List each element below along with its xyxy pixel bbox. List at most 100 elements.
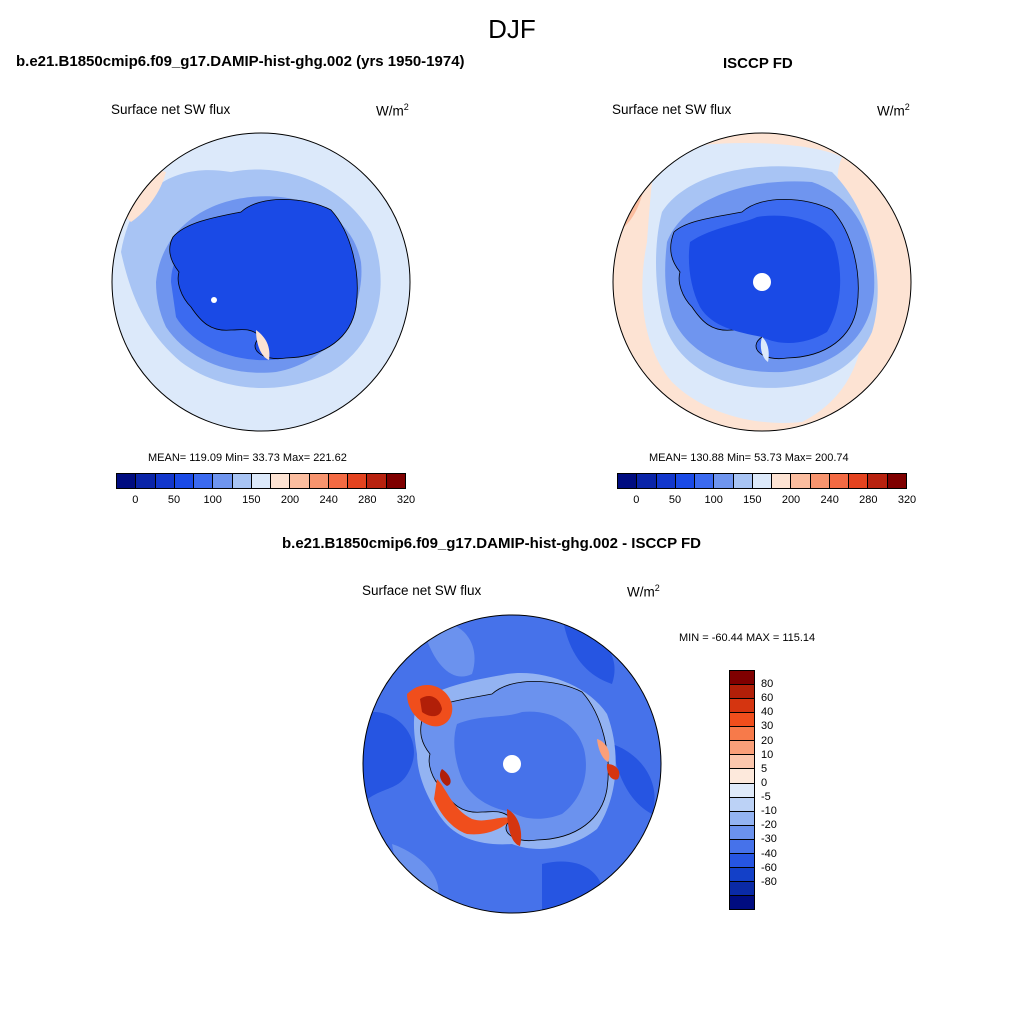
model-colorbar-swatch bbox=[309, 474, 329, 488]
diff-colorbar-swatch bbox=[730, 699, 754, 714]
diff-units-label: W/m2 bbox=[627, 583, 660, 600]
model-colorbar-swatch bbox=[117, 474, 137, 488]
diff-colorbar-tick: 40 bbox=[761, 706, 774, 719]
model-colorbar-swatch bbox=[136, 474, 156, 488]
model-colorbar bbox=[116, 473, 406, 489]
obs-panel-title: ISCCP FD bbox=[723, 55, 793, 72]
model-colorbar-swatch bbox=[290, 474, 310, 488]
diff-colorbar-swatch bbox=[730, 769, 754, 784]
model-colorbar-swatch bbox=[348, 474, 368, 488]
obs-colorbar-swatch bbox=[791, 474, 811, 488]
model-stats: MEAN= 119.09 Min= 33.73 Max= 221.62 bbox=[148, 452, 347, 464]
model-colorbar-tick: 0 bbox=[132, 494, 139, 506]
diff-colorbar-tick: 20 bbox=[761, 734, 774, 747]
diff-colorbar-tick: -80 bbox=[761, 875, 777, 888]
diff-colorbar-swatch bbox=[730, 896, 754, 910]
model-colorbar-swatch bbox=[232, 474, 252, 488]
obs-units-label: W/m2 bbox=[877, 102, 910, 119]
obs-colorbar-tick: 150 bbox=[743, 494, 762, 506]
obs-colorbar-tick: 100 bbox=[704, 494, 723, 506]
obs-polar-map bbox=[612, 132, 912, 432]
diff-colorbar-tick: -40 bbox=[761, 847, 777, 860]
diff-colorbar-swatch bbox=[730, 825, 754, 840]
diff-colorbar-swatch bbox=[730, 867, 754, 882]
diff-colorbar-tick: -60 bbox=[761, 861, 777, 874]
model-colorbar-tick: 150 bbox=[242, 494, 261, 506]
diff-colorbar-tick: 0 bbox=[761, 776, 768, 789]
diff-colorbar-swatch bbox=[730, 811, 754, 826]
obs-colorbar-tick: 50 bbox=[668, 494, 682, 506]
obs-stats: MEAN= 130.88 Min= 53.73 Max= 200.74 bbox=[649, 452, 849, 464]
diff-colorbar-swatch bbox=[730, 671, 754, 686]
model-colorbar-swatch bbox=[194, 474, 214, 488]
obs-colorbar-swatch bbox=[656, 474, 676, 488]
obs-colorbar-swatch bbox=[618, 474, 638, 488]
season-title: DJF bbox=[488, 14, 536, 44]
obs-colorbar-swatch bbox=[829, 474, 850, 488]
diff-colorbar bbox=[729, 670, 755, 910]
diff-colorbar-swatch bbox=[730, 685, 754, 700]
model-colorbar-tick: 240 bbox=[319, 494, 338, 506]
model-colorbar-swatch bbox=[155, 474, 175, 488]
diff-stats: MIN = -60.44 MAX = 115.14 bbox=[679, 632, 816, 644]
diff-colorbar-tick: -5 bbox=[761, 791, 771, 804]
model-units-label: W/m2 bbox=[376, 102, 409, 119]
diff-panel-title: b.e21.B1850cmip6.f09_g17.DAMIP-hist-ghg.… bbox=[282, 535, 702, 552]
model-polar-map bbox=[111, 132, 411, 432]
model-colorbar-swatch bbox=[328, 474, 349, 488]
obs-colorbar-swatch bbox=[695, 474, 715, 488]
diff-colorbar-swatch bbox=[730, 755, 754, 770]
obs-colorbar-swatch bbox=[752, 474, 773, 488]
model-colorbar-tick: 50 bbox=[167, 494, 181, 506]
obs-colorbar-swatch bbox=[887, 474, 906, 488]
obs-colorbar-swatch bbox=[868, 474, 888, 488]
obs-colorbar bbox=[617, 473, 907, 489]
model-panel-title: b.e21.B1850cmip6.f09_g17.DAMIP-hist-ghg.… bbox=[16, 53, 465, 70]
obs-colorbar-tick: 320 bbox=[897, 494, 917, 506]
obs-colorbar-swatch bbox=[849, 474, 869, 488]
diff-colorbar-swatch bbox=[730, 741, 754, 756]
obs-colorbar-swatch bbox=[733, 474, 753, 488]
obs-colorbar-swatch bbox=[675, 474, 696, 488]
model-colorbar-swatch bbox=[367, 474, 387, 488]
model-colorbar-swatch bbox=[213, 474, 233, 488]
diff-colorbar-tick: 5 bbox=[761, 762, 768, 775]
obs-colorbar-swatch bbox=[810, 474, 830, 488]
model-colorbar-swatch bbox=[251, 474, 272, 488]
diff-colorbar-swatch bbox=[730, 881, 754, 896]
model-colorbar-tick: 200 bbox=[280, 494, 300, 506]
obs-colorbar-swatch bbox=[637, 474, 657, 488]
diff-colorbar-tick: -10 bbox=[761, 805, 777, 818]
obs-colorbar-tick: 200 bbox=[781, 494, 801, 506]
diff-colorbar-tick: 10 bbox=[761, 748, 774, 761]
model-colorbar-swatch bbox=[174, 474, 195, 488]
diff-colorbar-swatch bbox=[730, 727, 754, 742]
obs-colorbar-swatch bbox=[772, 474, 792, 488]
obs-colorbar-tick: 280 bbox=[859, 494, 878, 506]
diff-colorbar-swatch bbox=[730, 839, 754, 854]
diff-polar-map bbox=[362, 614, 662, 914]
diff-variable-label: Surface net SW flux bbox=[362, 583, 482, 598]
obs-colorbar-tick: 0 bbox=[633, 494, 640, 506]
diff-colorbar-swatch bbox=[730, 797, 754, 812]
model-colorbar-tick: 280 bbox=[358, 494, 377, 506]
diff-colorbar-tick: 80 bbox=[761, 678, 774, 691]
model-colorbar-tick: 100 bbox=[203, 494, 222, 506]
obs-colorbar-swatch bbox=[714, 474, 734, 488]
model-colorbar-swatch bbox=[271, 474, 291, 488]
obs-variable-label: Surface net SW flux bbox=[612, 102, 732, 117]
obs-colorbar-tick: 240 bbox=[820, 494, 839, 506]
diff-colorbar-swatch bbox=[730, 853, 754, 868]
diff-colorbar-tick: 60 bbox=[761, 692, 774, 705]
model-variable-label: Surface net SW flux bbox=[111, 102, 231, 117]
diff-colorbar-tick: 30 bbox=[761, 720, 774, 733]
diff-colorbar-ticks: 80 60 40 30 20 10 5 0 -5 -10 -20 -30 -40 -60 -80 bbox=[761, 670, 801, 910]
obs-colorbar-ticks: 0 50 100 150 200 240 280 320 bbox=[617, 494, 916, 508]
diff-colorbar-tick: -30 bbox=[761, 833, 777, 846]
model-colorbar-tick: 320 bbox=[396, 494, 416, 506]
diff-colorbar-swatch bbox=[730, 713, 754, 728]
model-colorbar-ticks: 0 50 100 150 200 240 280 320 bbox=[116, 494, 415, 508]
diff-colorbar-tick: -20 bbox=[761, 819, 777, 832]
model-colorbar-swatch bbox=[386, 474, 405, 488]
diff-colorbar-swatch bbox=[730, 783, 754, 798]
